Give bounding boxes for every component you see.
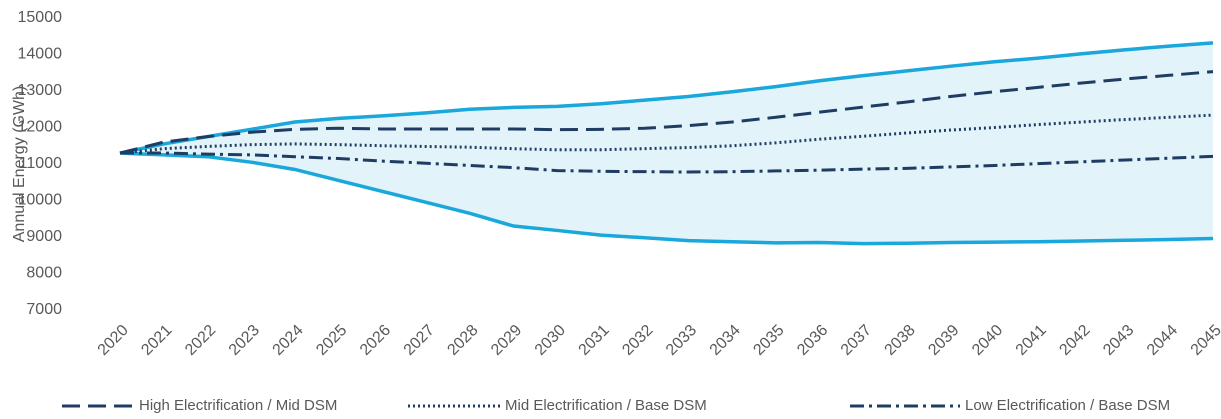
band-upper-line: [119, 41, 1214, 155]
x-tick-label: 2030: [532, 322, 569, 359]
x-tick-label: 2025: [313, 322, 350, 359]
y-tick-label: 13000: [18, 82, 63, 99]
x-tick-label: 2024: [270, 322, 307, 359]
y-tick-label: 8000: [26, 265, 62, 282]
legend-label: High Electrification / Mid DSM: [139, 397, 337, 414]
y-tick-label: 10000: [18, 192, 63, 209]
x-tick-label: 2031: [576, 322, 613, 359]
y-axis-label: Annual Energy (GWh): [11, 86, 28, 243]
legend-label: Mid Electrification / Base DSM: [505, 397, 707, 414]
x-tick-label: 2022: [182, 322, 219, 359]
band-lower-line: [119, 151, 1214, 246]
x-tick-label: 2033: [663, 322, 700, 359]
x-tick-label: 2027: [401, 322, 438, 359]
x-tick-label: 2037: [838, 322, 875, 359]
x-tick-label: 2023: [226, 322, 263, 359]
y-tick-label: 14000: [18, 46, 63, 63]
x-tick-label: 2035: [750, 322, 787, 359]
x-tick-label: 2034: [707, 322, 744, 359]
band-area: [120, 42, 1213, 244]
x-tick-label: 2040: [969, 322, 1006, 359]
x-tick-label: 2032: [619, 322, 656, 359]
x-tick-label: 2026: [357, 322, 394, 359]
y-tick-label: 15000: [18, 9, 63, 26]
x-tick-label: 2029: [488, 322, 525, 359]
series-line: [120, 151, 1214, 174]
x-tick-label: 2036: [794, 322, 831, 359]
x-tick-label: 2028: [444, 322, 481, 359]
legend-label: Low Electrification / Base DSM: [965, 397, 1170, 414]
x-tick-label: 2021: [138, 322, 175, 359]
x-tick-label: 2043: [1100, 322, 1137, 359]
x-tick-label: 2020: [95, 322, 132, 359]
x-tick-label: 2045: [1188, 322, 1221, 359]
series-line: [119, 70, 1214, 155]
x-tick-label: 2044: [1144, 322, 1181, 359]
x-tick-label: 2039: [925, 322, 962, 359]
y-tick-label: 9000: [26, 228, 62, 245]
x-tick-label: 2041: [1013, 322, 1050, 359]
x-tick-label: 2042: [1056, 322, 1093, 359]
y-tick-label: 7000: [26, 301, 62, 318]
series-line: [119, 113, 1214, 155]
y-tick-label: 11000: [19, 155, 62, 172]
y-tick-label: 12000: [18, 119, 63, 136]
x-tick-label: 2038: [882, 322, 919, 359]
